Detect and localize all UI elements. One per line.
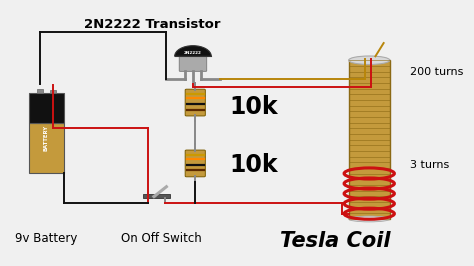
Bar [50, 90, 56, 93]
Text: 200 turns: 200 turns [410, 67, 464, 77]
Ellipse shape [349, 216, 390, 222]
Text: On Off Switch: On Off Switch [120, 232, 201, 245]
Bar [29, 93, 64, 123]
Text: 2N2222 Transistor: 2N2222 Transistor [83, 18, 220, 31]
Bar [349, 60, 390, 219]
Text: 3 turns: 3 turns [410, 160, 450, 170]
Text: 10k: 10k [229, 153, 278, 177]
Text: BATTERY: BATTERY [44, 125, 49, 151]
Text: 10k: 10k [229, 94, 278, 119]
Text: Tesla Coil: Tesla Coil [280, 231, 390, 251]
FancyBboxPatch shape [179, 56, 207, 71]
Ellipse shape [349, 56, 390, 64]
Bar [37, 89, 43, 93]
Circle shape [151, 195, 157, 198]
FancyBboxPatch shape [185, 150, 205, 177]
Bar [29, 123, 64, 173]
Bar [143, 194, 170, 198]
Text: 2N2222: 2N2222 [184, 51, 202, 55]
Text: 9v Battery: 9v Battery [15, 232, 78, 245]
Wedge shape [174, 46, 211, 56]
FancyBboxPatch shape [185, 89, 205, 116]
